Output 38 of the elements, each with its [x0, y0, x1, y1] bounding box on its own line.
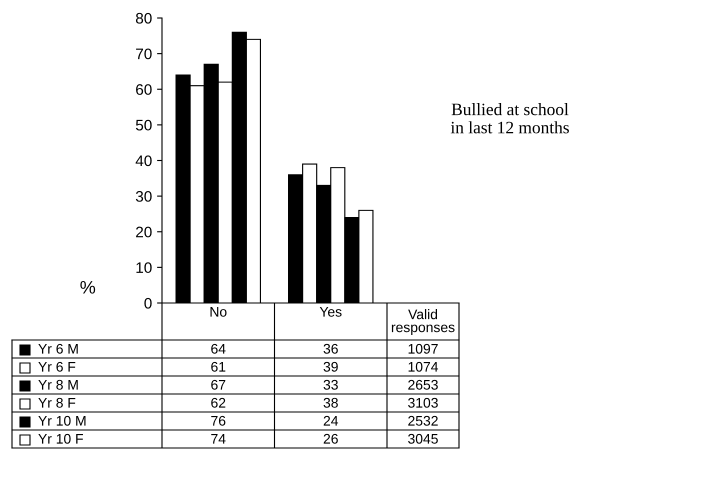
- y-axis-title: %: [80, 281, 96, 294]
- legend-label: Yr 6 M: [38, 344, 78, 354]
- data-label: 36: [324, 344, 338, 354]
- y-tick-label: 0: [144, 298, 152, 309]
- y-tick-label: 30: [136, 190, 152, 202]
- data-label: 74: [211, 434, 226, 444]
- text: 3103: [408, 398, 438, 408]
- data-label: 76: [211, 416, 226, 426]
- legend-label: Yr 10 M: [38, 416, 86, 426]
- y-tick-label: 10: [136, 262, 152, 274]
- x-tick-label: No: [210, 307, 227, 317]
- text: 3045: [408, 434, 438, 444]
- y-tick-label: 50: [136, 120, 152, 131]
- y-tick-label: 70: [136, 48, 152, 60]
- legend-label: Yr 10 F: [38, 434, 83, 444]
- x-tick-label: Yes: [320, 307, 342, 317]
- data-label: 24: [324, 416, 338, 426]
- data-label: 38: [324, 398, 338, 408]
- data-label: 26: [324, 434, 338, 444]
- data-label: 61: [211, 362, 226, 372]
- text: 1097: [408, 344, 438, 354]
- legend-label: Yr 8 M: [38, 380, 78, 390]
- data-label: 33: [324, 380, 338, 390]
- text: 1074: [408, 362, 438, 372]
- text: 2532: [408, 416, 438, 426]
- data-label: 39: [324, 362, 338, 372]
- legend-label: Yr 8 F: [38, 398, 76, 408]
- text: Bullied at school in last 12 months: [450, 103, 569, 134]
- data-label: 62: [211, 398, 226, 408]
- legend-label: Yr 6 F: [38, 362, 76, 372]
- data-label: 64: [211, 344, 226, 354]
- y-tick-label: 60: [136, 84, 152, 95]
- y-tick-label: 20: [136, 226, 152, 238]
- y-tick-label: 80: [136, 12, 152, 24]
- text: Valid responses: [392, 309, 455, 335]
- text: 2653: [408, 380, 438, 390]
- data-label: 67: [211, 380, 226, 390]
- y-tick-label: 40: [136, 155, 152, 166]
